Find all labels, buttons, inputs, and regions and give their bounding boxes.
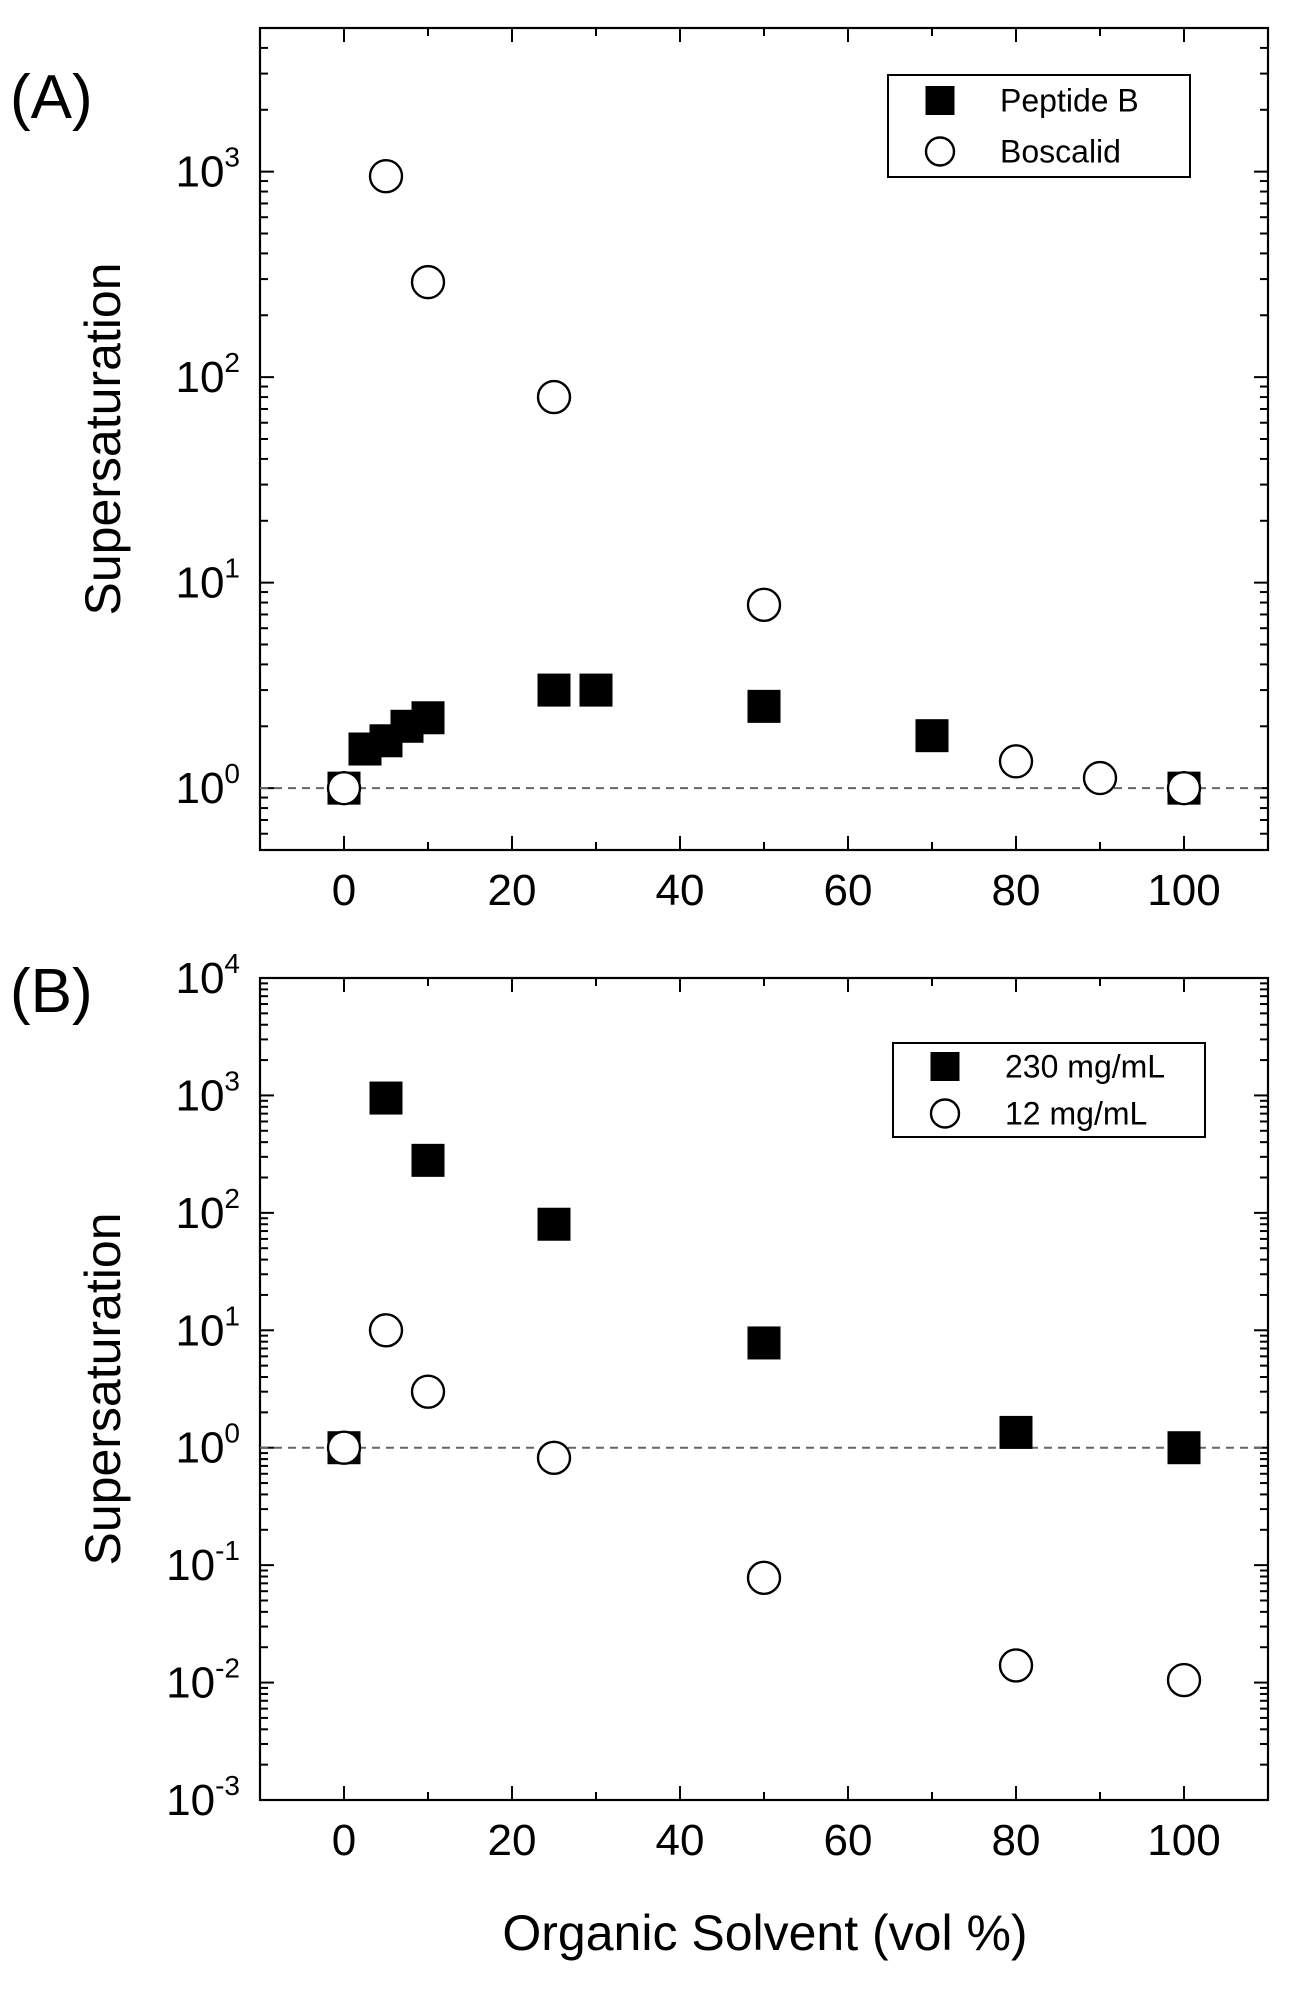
circle-point	[998, 744, 1034, 779]
y-tick-label: 10-3	[166, 1770, 240, 1825]
circle-point	[536, 1440, 572, 1476]
x-axis-label: Organic Solvent (vol %)	[502, 1905, 1027, 1961]
y-tick-label: 102	[175, 347, 240, 402]
legend-label: 230 mg/mL	[1005, 1049, 1165, 1085]
legend-label: Boscalid	[1000, 134, 1121, 170]
circle-point	[410, 1374, 446, 1409]
x-tick-label: 20	[488, 866, 537, 915]
y-tick-label: 101	[175, 553, 240, 608]
circle-point	[746, 1560, 782, 1596]
square-point	[747, 1326, 781, 1360]
square-point	[537, 1207, 571, 1241]
x-tick-label: 100	[1147, 866, 1220, 915]
x-tick-label: 0	[332, 1816, 356, 1865]
series-2	[326, 159, 1202, 806]
y-tick-label: 104	[175, 948, 240, 1003]
panel-b: 0 20 40 60 80 100 10-3 10-2 10-1 100 101 102 103 104 S…	[10, 948, 1270, 1865]
legend-label: Peptide B	[1000, 83, 1139, 119]
legend: 230 mg/mL 12 mg/mL	[892, 1042, 1206, 1138]
panel-label: (A)	[10, 63, 93, 132]
y-axis-label: Supersaturation	[75, 262, 131, 615]
circle-point	[368, 1313, 404, 1348]
series-2	[326, 1313, 1202, 1698]
circle-point	[746, 587, 782, 623]
series-1	[327, 673, 1201, 805]
x-tick-label: 20	[488, 1816, 537, 1865]
circle-point	[1166, 1662, 1202, 1698]
y-tick-label: 103	[175, 1065, 240, 1120]
y-tick-label: 10-2	[166, 1653, 240, 1708]
square-point	[999, 1415, 1033, 1449]
circle-point	[410, 264, 446, 300]
y-tick-label: 100	[175, 1418, 240, 1473]
legend-marker	[929, 1098, 961, 1129]
legend-marker	[930, 1052, 960, 1081]
x-tick-label: 40	[656, 1816, 705, 1865]
circle-point	[536, 379, 572, 415]
circle-point	[326, 1430, 362, 1465]
x-tick-label: 60	[824, 866, 873, 915]
y-axis-label: Supersaturation	[75, 1212, 131, 1565]
circle-point	[1166, 770, 1202, 806]
legend-label: 12 mg/mL	[1005, 1096, 1147, 1132]
square-point	[747, 689, 781, 723]
y-tick-label: 101	[175, 1300, 240, 1355]
x-tick-label: 40	[656, 866, 705, 915]
square-point	[411, 701, 445, 735]
circle-point	[326, 770, 362, 806]
y-tick-label: 100	[175, 758, 240, 813]
circle-point	[1082, 760, 1118, 796]
square-point	[369, 1081, 403, 1115]
legend-marker	[924, 136, 956, 167]
x-tick-label: 0	[332, 866, 356, 915]
circle-point	[368, 159, 404, 194]
panel-label: (B)	[10, 957, 93, 1026]
y-tick-label: 10-1	[166, 1535, 240, 1590]
x-tick-label: 60	[824, 1816, 873, 1865]
legend: Peptide B Boscalid	[887, 74, 1191, 178]
square-point	[915, 719, 949, 753]
square-point	[1167, 1431, 1201, 1465]
y-tick-label: 102	[175, 1183, 240, 1238]
square-point	[579, 673, 613, 707]
x-tick-label: 80	[992, 1816, 1041, 1865]
square-point	[537, 673, 571, 707]
y-tick-label: 103	[175, 142, 240, 197]
panel-a: 0 20 40 60 80 100 100 101 102 103 Supersaturation (…	[10, 26, 1270, 915]
circle-point	[998, 1648, 1034, 1683]
series-1	[327, 1081, 1201, 1465]
square-point	[411, 1143, 445, 1177]
x-tick-label: 100	[1147, 1816, 1220, 1865]
x-tick-label: 80	[992, 866, 1041, 915]
legend-marker	[925, 86, 955, 115]
